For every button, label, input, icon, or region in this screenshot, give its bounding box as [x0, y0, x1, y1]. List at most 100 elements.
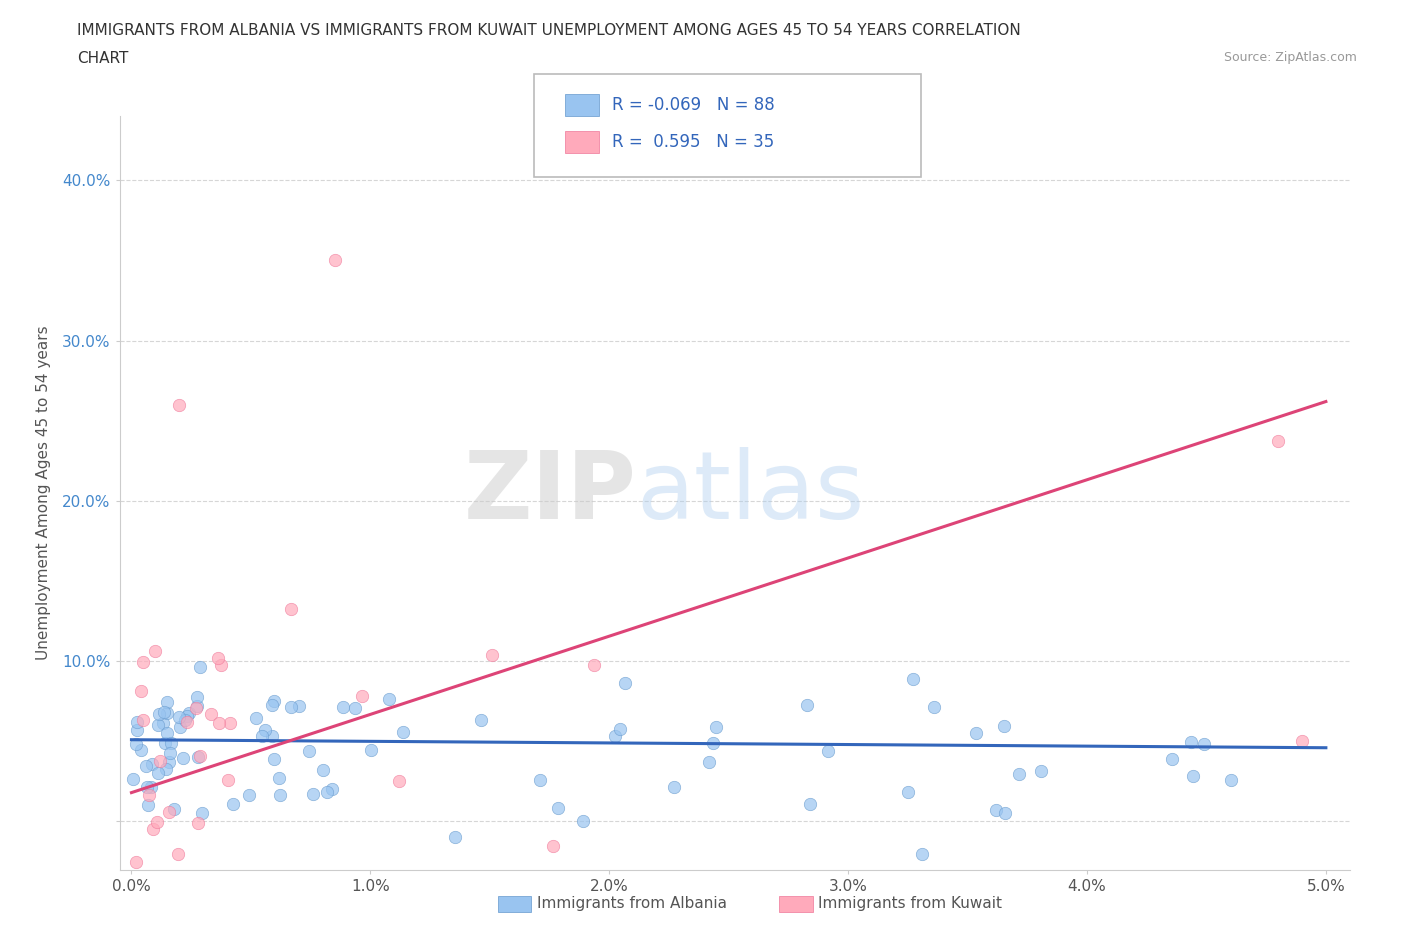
Point	[184, 885, 207, 900]
Point	[190, 878, 212, 893]
Point	[1029, 764, 1052, 778]
Point	[350, 689, 373, 704]
Point	[152, 715, 174, 730]
Point	[159, 745, 181, 760]
Point	[209, 658, 232, 672]
Point	[378, 692, 401, 707]
Point	[704, 720, 727, 735]
Point	[664, 779, 686, 794]
Point	[207, 650, 229, 665]
Point	[298, 743, 321, 758]
Point	[901, 672, 924, 687]
Point	[169, 720, 191, 735]
Point	[176, 708, 198, 723]
Point	[136, 798, 159, 813]
Point	[188, 749, 211, 764]
Point	[138, 788, 160, 803]
Point	[799, 796, 821, 811]
Point	[157, 754, 180, 769]
Point	[149, 753, 172, 768]
Point	[129, 742, 152, 757]
Point	[1182, 768, 1205, 783]
Point	[571, 814, 593, 829]
Point	[125, 854, 148, 869]
Point	[156, 725, 179, 740]
Point	[481, 647, 503, 662]
Point	[167, 397, 190, 412]
Y-axis label: Unemployment Among Ages 45 to 54 years: Unemployment Among Ages 45 to 54 years	[37, 326, 51, 660]
Point	[143, 644, 166, 658]
Point	[146, 765, 169, 780]
Text: CHART: CHART	[77, 51, 129, 66]
Point	[184, 701, 207, 716]
Point	[142, 822, 165, 837]
Text: Immigrants from Albania: Immigrants from Albania	[537, 897, 727, 911]
Point	[262, 728, 284, 743]
Point	[583, 658, 606, 672]
Point	[188, 660, 211, 675]
Point	[1220, 773, 1243, 788]
Point	[187, 750, 209, 764]
Point	[323, 253, 346, 268]
Point	[343, 700, 366, 715]
Point	[321, 782, 343, 797]
Point	[132, 655, 155, 670]
Point	[986, 803, 1008, 817]
Point	[1160, 752, 1182, 767]
Point	[269, 788, 291, 803]
Point	[238, 788, 260, 803]
Point	[125, 715, 148, 730]
Point	[245, 711, 267, 725]
Point	[1291, 734, 1313, 749]
Text: R =  0.595   N = 35: R = 0.595 N = 35	[612, 133, 773, 152]
Text: Immigrants from Kuwait: Immigrants from Kuwait	[818, 897, 1002, 911]
Point	[332, 699, 354, 714]
Point	[200, 706, 222, 721]
Text: Source: ZipAtlas.com: Source: ZipAtlas.com	[1223, 51, 1357, 64]
Point	[125, 723, 148, 737]
Point	[388, 774, 411, 789]
Point	[159, 804, 181, 819]
Point	[174, 712, 197, 727]
Point	[443, 830, 465, 845]
Point	[922, 699, 945, 714]
Point	[139, 779, 162, 794]
Point	[965, 725, 987, 740]
Point	[219, 715, 242, 730]
Point	[911, 846, 934, 861]
Point	[155, 762, 177, 777]
Point	[280, 602, 302, 617]
Point	[177, 705, 200, 720]
Point	[613, 675, 636, 690]
Point	[146, 815, 169, 830]
Point	[1180, 734, 1202, 749]
Point	[609, 722, 631, 737]
Point	[135, 779, 157, 794]
Point	[541, 838, 564, 853]
Point	[186, 698, 208, 713]
Point	[254, 723, 277, 737]
Text: R = -0.069   N = 88: R = -0.069 N = 88	[612, 96, 775, 114]
Point	[897, 785, 920, 800]
Point	[702, 736, 724, 751]
Point	[312, 763, 335, 777]
Point	[146, 718, 169, 733]
Point	[1008, 766, 1031, 781]
Point	[993, 718, 1015, 733]
Point	[267, 771, 290, 786]
Point	[316, 784, 339, 799]
Point	[163, 802, 186, 817]
Point	[1194, 737, 1216, 751]
Point	[697, 754, 720, 769]
Point	[263, 752, 285, 767]
Point	[166, 846, 188, 861]
Point	[250, 729, 273, 744]
Point	[222, 796, 245, 811]
Point	[156, 695, 179, 710]
Point	[172, 751, 194, 766]
Point	[176, 714, 198, 729]
Text: atlas: atlas	[636, 447, 865, 538]
Point	[129, 684, 152, 698]
Point	[207, 716, 229, 731]
Point	[169, 710, 191, 724]
